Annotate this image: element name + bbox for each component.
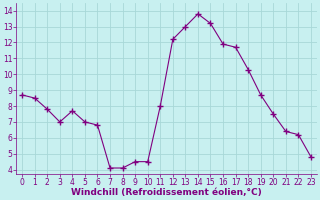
X-axis label: Windchill (Refroidissement éolien,°C): Windchill (Refroidissement éolien,°C) xyxy=(71,188,262,197)
